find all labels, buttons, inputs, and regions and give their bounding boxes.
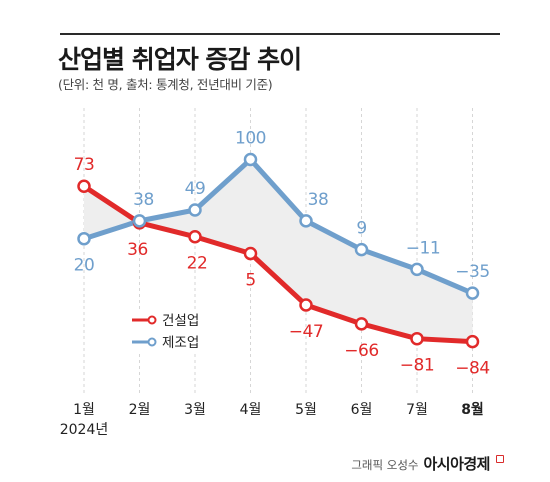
brand-mark-icon [496, 455, 504, 463]
x-tick-label: 4월 [240, 402, 262, 418]
manufacturing-point [465, 286, 480, 300]
manufacturing-point [77, 231, 91, 246]
manufacturing-data-label: 38 [308, 190, 329, 210]
credit-label: 그래픽 오성수 [351, 458, 419, 472]
manufacturing-point [132, 214, 147, 228]
construction-data-label: −66 [344, 341, 378, 361]
construction-line [81, 183, 475, 345]
manufacturing-point [243, 152, 258, 167]
x-tick-label: 2월 [129, 402, 151, 418]
manufacturing-data-label: 100 [235, 129, 266, 149]
legend-label: 건설업 [162, 313, 199, 329]
manufacturing-point [299, 214, 313, 228]
manufacturing-data-label: 9 [356, 219, 366, 239]
manufacturing-data-label: 20 [74, 256, 95, 276]
construction-point [465, 334, 480, 349]
construction-data-label: 36 [127, 240, 148, 260]
manufacturing-data-label: 49 [185, 179, 206, 199]
construction-data-label: −81 [400, 356, 434, 376]
construction-data-label: 22 [187, 254, 208, 274]
top-rule [60, 33, 500, 35]
construction-point [354, 317, 369, 331]
brand-logo: 아시아경제 [423, 455, 490, 473]
shaded-area [84, 159, 473, 342]
x-year-label: 2024년 [60, 422, 109, 438]
chart-subtitle: (단위: 천 명, 출처: 통계청, 전년대비 기준) [58, 77, 273, 92]
data-labels: 73 36 22 5 −47 −66 −81 −84 20 38 49 100 38 9 −11 −35 [74, 129, 491, 379]
x-tick-label: 7월 [406, 402, 428, 418]
construction-point [410, 331, 424, 346]
area-between-series [84, 159, 473, 342]
construction-point [243, 246, 258, 261]
x-axis: 1월 2월 3월 4월 5월 6월 7월 8월 2024년 [60, 401, 484, 438]
legend-swatch-point [147, 315, 157, 325]
manufacturing-line [81, 157, 475, 296]
manufacturing-point [188, 203, 202, 217]
x-tick-label: 8월 [461, 401, 484, 418]
manufacturing-data-label: −35 [455, 262, 489, 282]
construction-data-label: −47 [289, 322, 323, 342]
construction-point [299, 298, 313, 312]
legend-box [126, 309, 220, 353]
construction-data-label: 5 [245, 271, 255, 291]
chart-title: 산업별 취업자 증감 추이 [58, 45, 302, 74]
x-tick-label: 5월 [295, 402, 317, 418]
x-tick-label: 3월 [184, 402, 206, 418]
series-points [77, 152, 480, 349]
manufacturing-data-label: 38 [133, 190, 154, 210]
construction-data-label: 73 [74, 155, 95, 175]
legend-swatch-point [147, 337, 157, 347]
manufacturing-point [354, 242, 369, 257]
construction-point [188, 229, 202, 244]
construction-data-label: −84 [455, 359, 489, 379]
manufacturing-data-label: −11 [406, 238, 440, 258]
manufacturing-point [410, 262, 424, 277]
construction-point [77, 179, 91, 193]
series-lines [81, 157, 475, 345]
x-tick-label: 6월 [351, 402, 373, 418]
credit-line: 그래픽 오성수 아시아경제 [351, 453, 504, 474]
x-tick-label: 1월 [73, 402, 95, 418]
legend-label: 제조업 [162, 335, 199, 351]
